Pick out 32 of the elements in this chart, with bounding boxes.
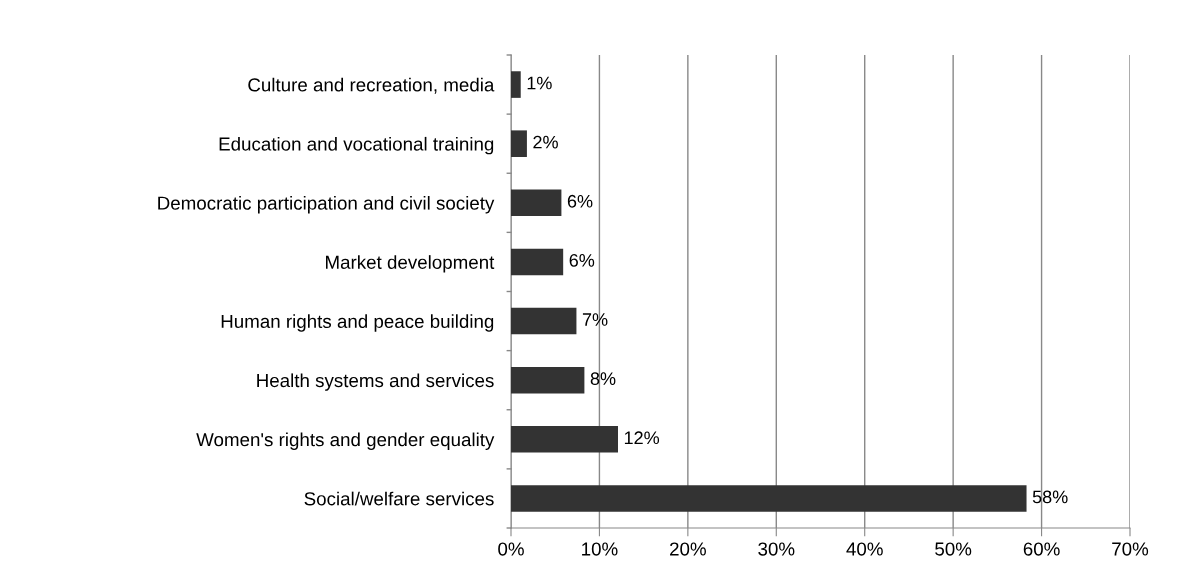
x-tick-label: 50%: [935, 542, 972, 556]
y-tick-label: Market development: [326, 255, 495, 273]
data-label: 7%: [582, 313, 608, 326]
y-tick-label: Health systems and services: [257, 373, 494, 391]
y-tick-label: Culture and recreation, media: [248, 77, 495, 94]
y-tick-label: Human rights and peace building: [221, 314, 494, 332]
bar: [511, 130, 527, 157]
bar: [511, 71, 521, 98]
bar: [511, 485, 1027, 512]
x-tick-label: 0%: [498, 542, 524, 556]
y-tick-label: Education and vocational training: [219, 136, 494, 155]
data-label: 12%: [624, 431, 660, 445]
data-label: 6%: [567, 194, 593, 208]
bar: [511, 307, 577, 335]
bar: [511, 248, 564, 276]
bar: [511, 189, 562, 217]
x-tick-label: 70%: [1112, 542, 1149, 556]
bar: [511, 366, 585, 394]
data-label: 58%: [1032, 490, 1068, 504]
data-label: 8%: [590, 372, 616, 386]
x-tick-label: 30%: [758, 542, 795, 556]
data-label: 6%: [569, 254, 595, 267]
x-tick-label: 10%: [582, 542, 618, 556]
x-tick-label: 40%: [846, 542, 883, 556]
data-label: 2%: [533, 135, 558, 149]
bar: [511, 426, 618, 453]
y-tick-label: Democratic participation and civil society: [158, 196, 495, 214]
y-tick-label: Women's rights and gender equality: [196, 432, 495, 450]
y-tick-label: Social/welfare services: [304, 491, 494, 506]
x-tick-label: 60%: [1023, 542, 1060, 556]
x-tick-label: 20%: [670, 542, 706, 556]
data-label: 1%: [527, 76, 552, 90]
